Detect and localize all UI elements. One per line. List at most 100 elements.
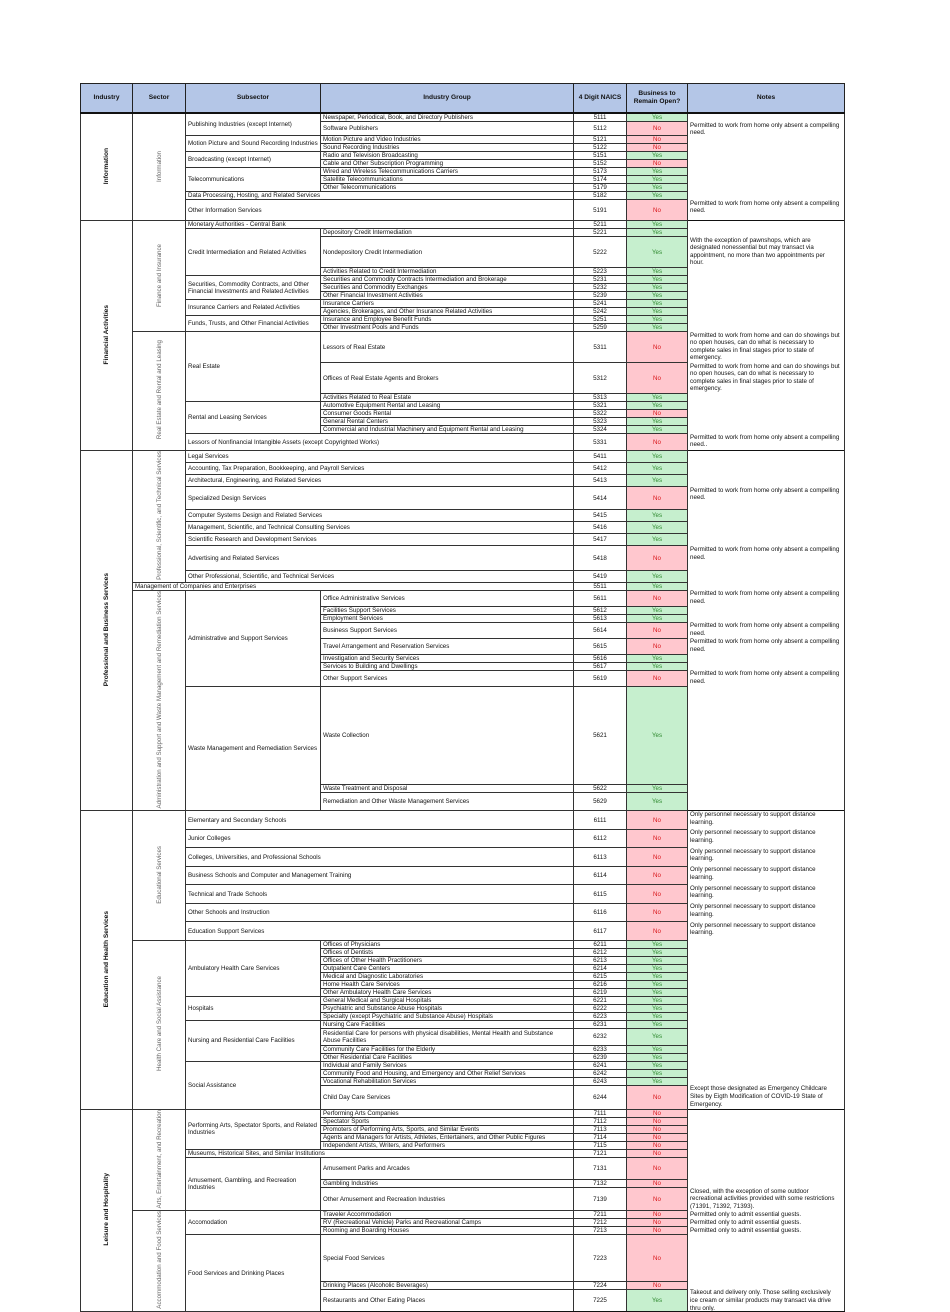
sector-cell-label: Health Care and Social Assistance (155, 976, 163, 1072)
industry-group-cell: Outpatient Care Centers (320, 963, 574, 973)
remain-open-status: Yes (626, 275, 688, 284)
naics-code: 6244 (573, 1084, 627, 1110)
subsector-row-label: Specialized Design Services (185, 486, 574, 511)
notes-cell (687, 996, 845, 1005)
table-row: Offices of Real Estate Agents and Broker… (81, 362, 845, 394)
table-row: Hospitals General Medical and Surgical Ho… (81, 995, 845, 1021)
subsector-row-label: Other Information Services (185, 199, 574, 221)
industry-group-cell: Individual and Family Services (320, 1060, 574, 1070)
naics-code: 5419 (573, 569, 627, 583)
naics-code: 6222 (573, 1003, 627, 1013)
naics-code: 5621 (573, 685, 627, 786)
industry-group-cell: Agents and Managers for Artists, Athlete… (320, 1132, 574, 1142)
remain-open-status: No (626, 1116, 688, 1126)
remain-open-status: Yes (626, 1068, 688, 1078)
table-row: Leisure and Hospitality Arts, Entertainme… (80, 1108, 845, 1312)
remain-open-status: No (626, 1280, 688, 1290)
subsector-row-label: Junior Colleges (185, 828, 574, 849)
notes-cell: Permitted to work from home only absent … (687, 433, 845, 451)
notes-cell: Only personnel necessary to support dist… (687, 810, 845, 830)
naics-code: 5413 (573, 474, 627, 488)
naics-code: 5231 (573, 275, 627, 284)
industry-group-cell: Depository Credit Intermediation (320, 228, 574, 237)
remain-open-status: No (626, 589, 688, 607)
sector-row-label: Management of Companies and Enterprises (132, 581, 574, 591)
naics-code: 7113 (573, 1124, 627, 1134)
subsector-row-label: Computer Systems Design and Related Serv… (185, 509, 574, 523)
industry-group-cell: Community Care Facilities for the Elderl… (320, 1044, 574, 1054)
industry-cell-label: Information (103, 147, 110, 185)
notes-cell: With the exception of pawnshops, which a… (687, 236, 845, 268)
naics-code: 5412 (573, 462, 627, 476)
industry-group-cell: Independent Artists, Writers, and Perfor… (320, 1140, 574, 1150)
remain-open-status: Yes (626, 605, 688, 615)
industry-group-cell: Business Support Services (320, 621, 574, 639)
remain-open-status: Yes (626, 425, 688, 434)
naics-code: 7211 (573, 1210, 627, 1220)
naics-code: 5613 (573, 613, 627, 623)
naics-code: 7132 (573, 1179, 627, 1189)
note-text: Permitted only to admit essential guests… (690, 1218, 802, 1226)
remain-open-status: Yes (626, 792, 688, 812)
sector-cell-label: Professional, Scientific, and Technical … (155, 451, 163, 580)
notes-cell (687, 1133, 845, 1142)
note-text: Permitted to work from home and can do s… (690, 362, 840, 393)
notes-cell (687, 1179, 845, 1188)
table-row: Other Professional, Scientific, and Tech… (81, 569, 845, 583)
subsector-cell: Rental and Leasing Services (185, 401, 321, 434)
naics-code: 5311 (573, 331, 627, 363)
note-text: Permitted to work from home only absent … (690, 545, 840, 561)
note-text: Only personnel necessary to support dist… (690, 903, 816, 918)
remain-open-status: Yes (626, 653, 688, 663)
remain-open-status: No (626, 884, 688, 904)
industry-group-cell: Other Financial Investment Activities (320, 291, 574, 300)
table-row: Management of Companies and Enterprises 5… (81, 581, 845, 591)
industry-cell-label: Education and Health Services (103, 910, 110, 1008)
table-row: Credit Intermediation and Related Activi… (81, 228, 845, 276)
notes-cell (687, 964, 845, 973)
naics-code: 6216 (573, 979, 627, 989)
subsector-cell: Administrative and Support Services (185, 589, 321, 687)
remain-open-status: No (626, 921, 688, 941)
remain-open-status: Yes (626, 191, 688, 200)
remain-open-status: No (626, 135, 688, 144)
table-row: Accounting, Tax Preparation, Bookkeeping… (81, 462, 845, 476)
remain-open-status: No (626, 1187, 688, 1212)
industry-group-cell: Medical and Diagnostic Laboratories (320, 971, 574, 981)
notes-cell (687, 112, 845, 122)
notes-cell (687, 988, 845, 997)
remain-open-status: No (626, 865, 688, 886)
notes-cell (687, 307, 845, 316)
table-row: Junior Colleges 6112 No Only personnel nece… (81, 828, 845, 849)
subsector-row-label: Accounting, Tax Preparation, Bookkeeping… (185, 462, 574, 476)
industry-cell-label: Financial Activities (103, 304, 110, 365)
remain-open-status: Yes (626, 521, 688, 535)
notes-cell (687, 972, 845, 981)
notes-cell (687, 1069, 845, 1078)
naics-code: 7114 (573, 1132, 627, 1142)
subsector-cell: Ambulatory Health Care Services (185, 939, 321, 997)
remain-open-status: Yes (626, 1052, 688, 1062)
sector-cell: Professional, Scientific, and Technical … (132, 450, 186, 583)
industry-group-cell: Satellite Telecommunications (320, 175, 574, 184)
notes-cell (687, 417, 845, 426)
table-row: Architectural, Engineering, and Related … (81, 474, 845, 488)
table-row: Securities and Commodity Exchanges 5232 Ye… (81, 283, 845, 292)
notes-cell: Permitted to work from home only absent … (687, 199, 845, 221)
sector-cell-label: Educational Services (155, 845, 163, 904)
naics-code: 5151 (573, 151, 627, 160)
notes-cell (687, 393, 845, 402)
note-text: With the exception of pawnshops, which a… (690, 236, 825, 267)
subsector-cell: Accomodation (185, 1210, 321, 1236)
remain-open-status: No (626, 1179, 688, 1189)
subsector-row-label: Business Schools and Computer and Manage… (185, 865, 574, 886)
naics-code: 7212 (573, 1218, 627, 1228)
industry-group-cell: Gambling Industries (320, 1179, 574, 1189)
naics-code: 5616 (573, 653, 627, 663)
notes-cell (687, 662, 845, 671)
remain-open-status: No (626, 362, 688, 394)
naics-code: 5415 (573, 509, 627, 523)
notes-cell: Permitted only to admit essential guests… (687, 1218, 845, 1227)
industry-group-cell: Drinking Places (Alcoholic Beverages) (320, 1280, 574, 1290)
naics-code: 6233 (573, 1044, 627, 1054)
